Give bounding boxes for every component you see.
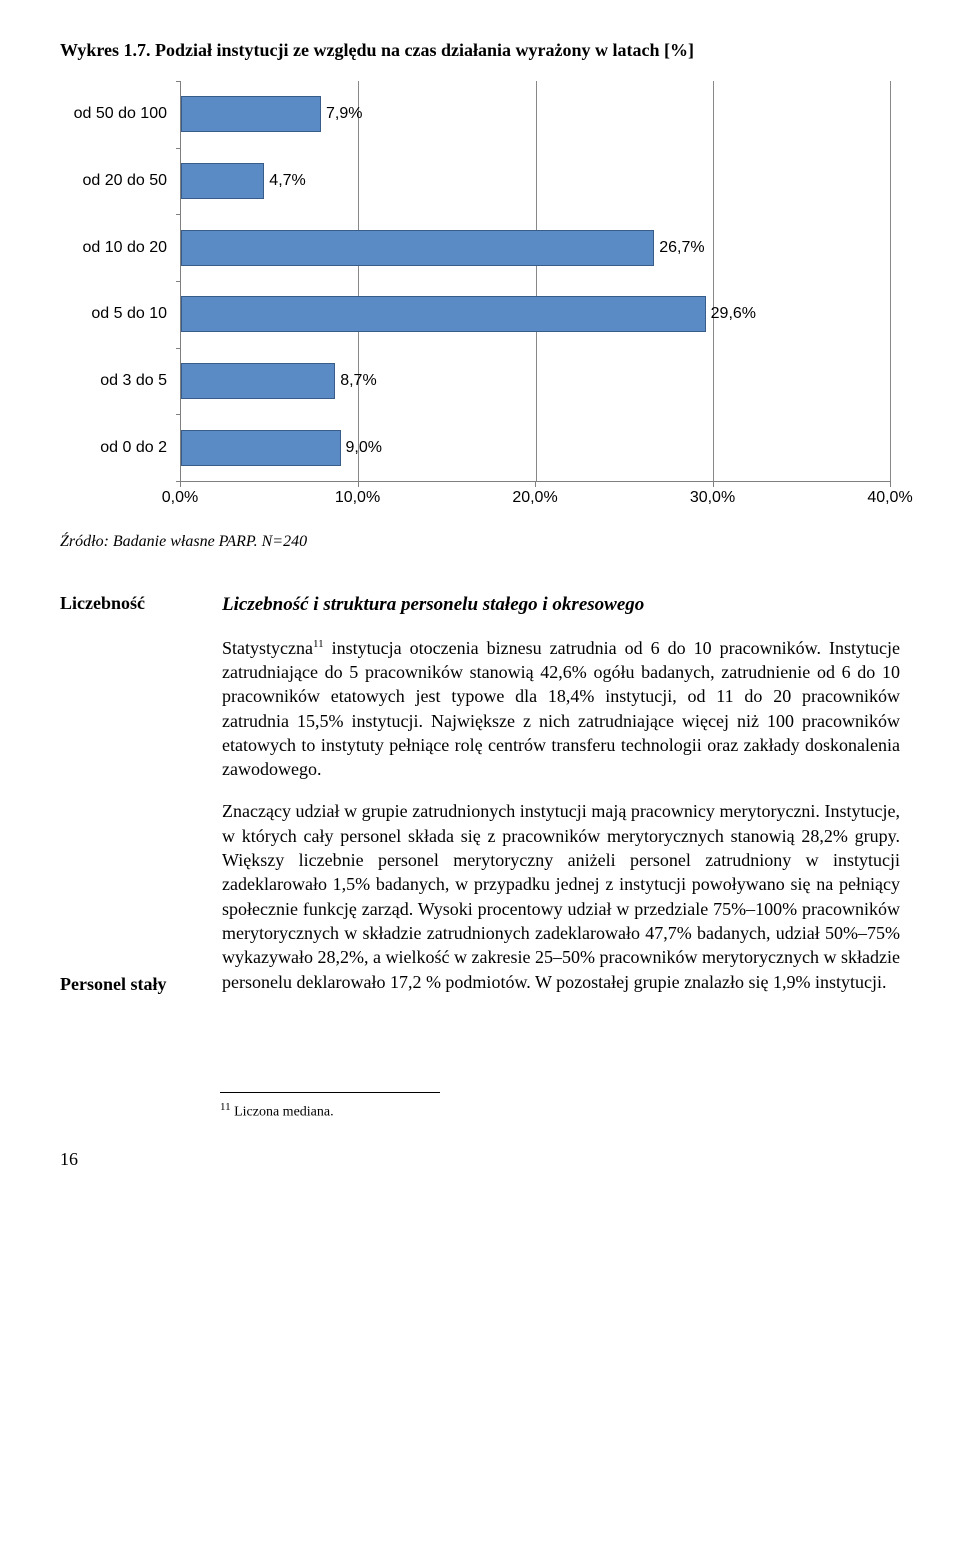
footnote: 11 Liczona mediana.: [220, 1101, 900, 1121]
chart-bar-value: 4,7%: [263, 172, 305, 190]
chart-title: Wykres 1.7. Podział instytucji ze względ…: [60, 40, 900, 61]
chart-plot-area: od 50 do 1007,9%od 20 do 504,7%od 10 do …: [180, 81, 890, 482]
chart-category-label: od 50 do 100: [74, 105, 181, 123]
footnote-text: Liczona mediana.: [231, 1105, 334, 1120]
footnote-rule: [220, 1092, 440, 1093]
chart-bar-value: 7,9%: [320, 105, 362, 123]
chart-x-axis: 0,0%10,0%20,0%30,0%40,0%: [180, 481, 890, 509]
subheading: Liczebność i struktura personelu stałego…: [222, 593, 900, 618]
side-heading-liczebnosc: Liczebność: [60, 593, 200, 614]
chart-row: od 20 do 504,7%: [181, 148, 890, 215]
chart-bar-value: 26,7%: [653, 239, 704, 257]
chart-bar: 26,7%: [181, 230, 654, 266]
chart: od 50 do 1007,9%od 20 do 504,7%od 10 do …: [180, 81, 890, 511]
text-column: Liczebność i struktura personelu stałego…: [222, 593, 900, 1012]
chart-bar: 9,0%: [181, 430, 341, 466]
chart-x-tick-label: 40,0%: [867, 489, 912, 507]
footnote-ref: 11: [313, 638, 324, 650]
chart-bar-value: 9,0%: [340, 439, 382, 457]
chart-category-label: od 0 do 2: [100, 439, 181, 457]
chart-gridline: [890, 81, 891, 481]
chart-y-tick: [176, 81, 181, 82]
chart-x-tick-label: 30,0%: [690, 489, 735, 507]
chart-x-tick-label: 20,0%: [512, 489, 557, 507]
side-heading-personel: Personel stały: [60, 974, 200, 995]
chart-x-tick-label: 10,0%: [335, 489, 380, 507]
chart-category-label: od 10 do 20: [82, 239, 181, 257]
chart-category-label: od 3 do 5: [100, 372, 181, 390]
chart-row: od 5 do 1029,6%: [181, 281, 890, 348]
page-number: 16: [60, 1149, 900, 1170]
para1-a: Statystyczna: [222, 638, 313, 658]
chart-row: od 50 do 1007,9%: [181, 81, 890, 148]
chart-bar: 7,9%: [181, 96, 321, 132]
chart-category-label: od 5 do 10: [91, 305, 181, 323]
chart-x-tick-label: 0,0%: [162, 489, 198, 507]
chart-bar: 8,7%: [181, 363, 335, 399]
body-section: Liczebność Personel stały Liczebność i s…: [60, 593, 900, 1012]
chart-row: od 3 do 58,7%: [181, 348, 890, 415]
paragraph-2: Znaczący udział w grupie zatrudnionych i…: [222, 799, 900, 993]
chart-source: Źródło: Badanie własne PARP. N=240: [60, 533, 900, 551]
chart-bar-value: 8,7%: [334, 372, 376, 390]
chart-row: od 0 do 29,0%: [181, 414, 890, 481]
chart-bar: 29,6%: [181, 296, 706, 332]
chart-bar: 4,7%: [181, 163, 264, 199]
chart-row: od 10 do 2026,7%: [181, 214, 890, 281]
paragraph-1: Statystyczna11 instytucja otoczenia bizn…: [222, 636, 900, 782]
chart-category-label: od 20 do 50: [82, 172, 181, 190]
chart-bar-value: 29,6%: [705, 305, 756, 323]
side-column: Liczebność Personel stały: [60, 593, 200, 1012]
para1-b: instytucja otoczenia biznesu zatrudnia o…: [222, 638, 900, 779]
footnote-number: 11: [220, 1101, 231, 1113]
